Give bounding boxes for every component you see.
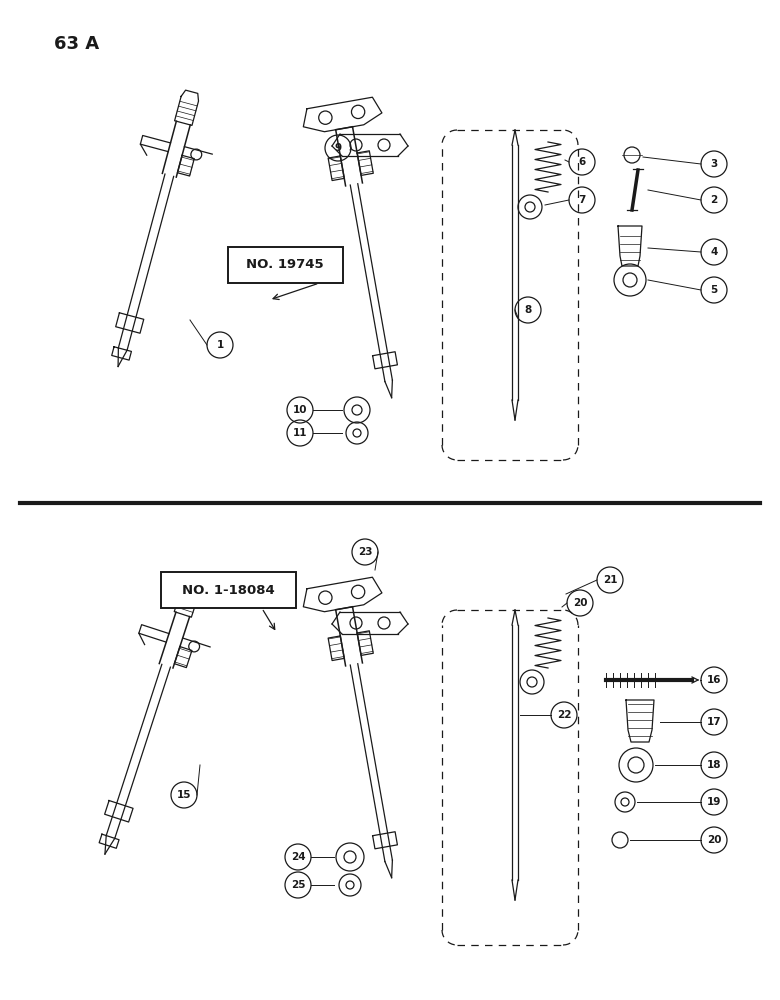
Text: 16: 16 xyxy=(707,675,722,685)
Text: 25: 25 xyxy=(291,880,305,890)
Text: 19: 19 xyxy=(707,797,722,807)
Text: 7: 7 xyxy=(578,195,586,205)
Text: 3: 3 xyxy=(711,159,718,169)
Text: 11: 11 xyxy=(292,428,307,438)
Text: 9: 9 xyxy=(335,143,342,153)
Text: NO. 19745: NO. 19745 xyxy=(246,258,324,271)
Text: NO. 1-18084: NO. 1-18084 xyxy=(182,584,275,596)
Text: 8: 8 xyxy=(524,305,532,315)
Text: 15: 15 xyxy=(177,790,191,800)
Text: 6: 6 xyxy=(579,157,586,167)
Text: 22: 22 xyxy=(557,710,571,720)
Text: 2: 2 xyxy=(711,195,718,205)
Text: 18: 18 xyxy=(707,760,722,770)
Text: 21: 21 xyxy=(603,575,617,585)
Text: 20: 20 xyxy=(573,598,587,608)
Text: 20: 20 xyxy=(707,835,722,845)
Bar xyxy=(161,572,296,608)
Text: 23: 23 xyxy=(358,547,372,557)
Text: 1: 1 xyxy=(216,340,224,350)
Text: 10: 10 xyxy=(292,405,307,415)
Bar xyxy=(228,247,342,283)
Text: 4: 4 xyxy=(711,247,718,257)
Text: 63 A: 63 A xyxy=(54,35,99,53)
Text: 5: 5 xyxy=(711,285,718,295)
Text: 17: 17 xyxy=(707,717,722,727)
Text: 24: 24 xyxy=(291,852,305,862)
